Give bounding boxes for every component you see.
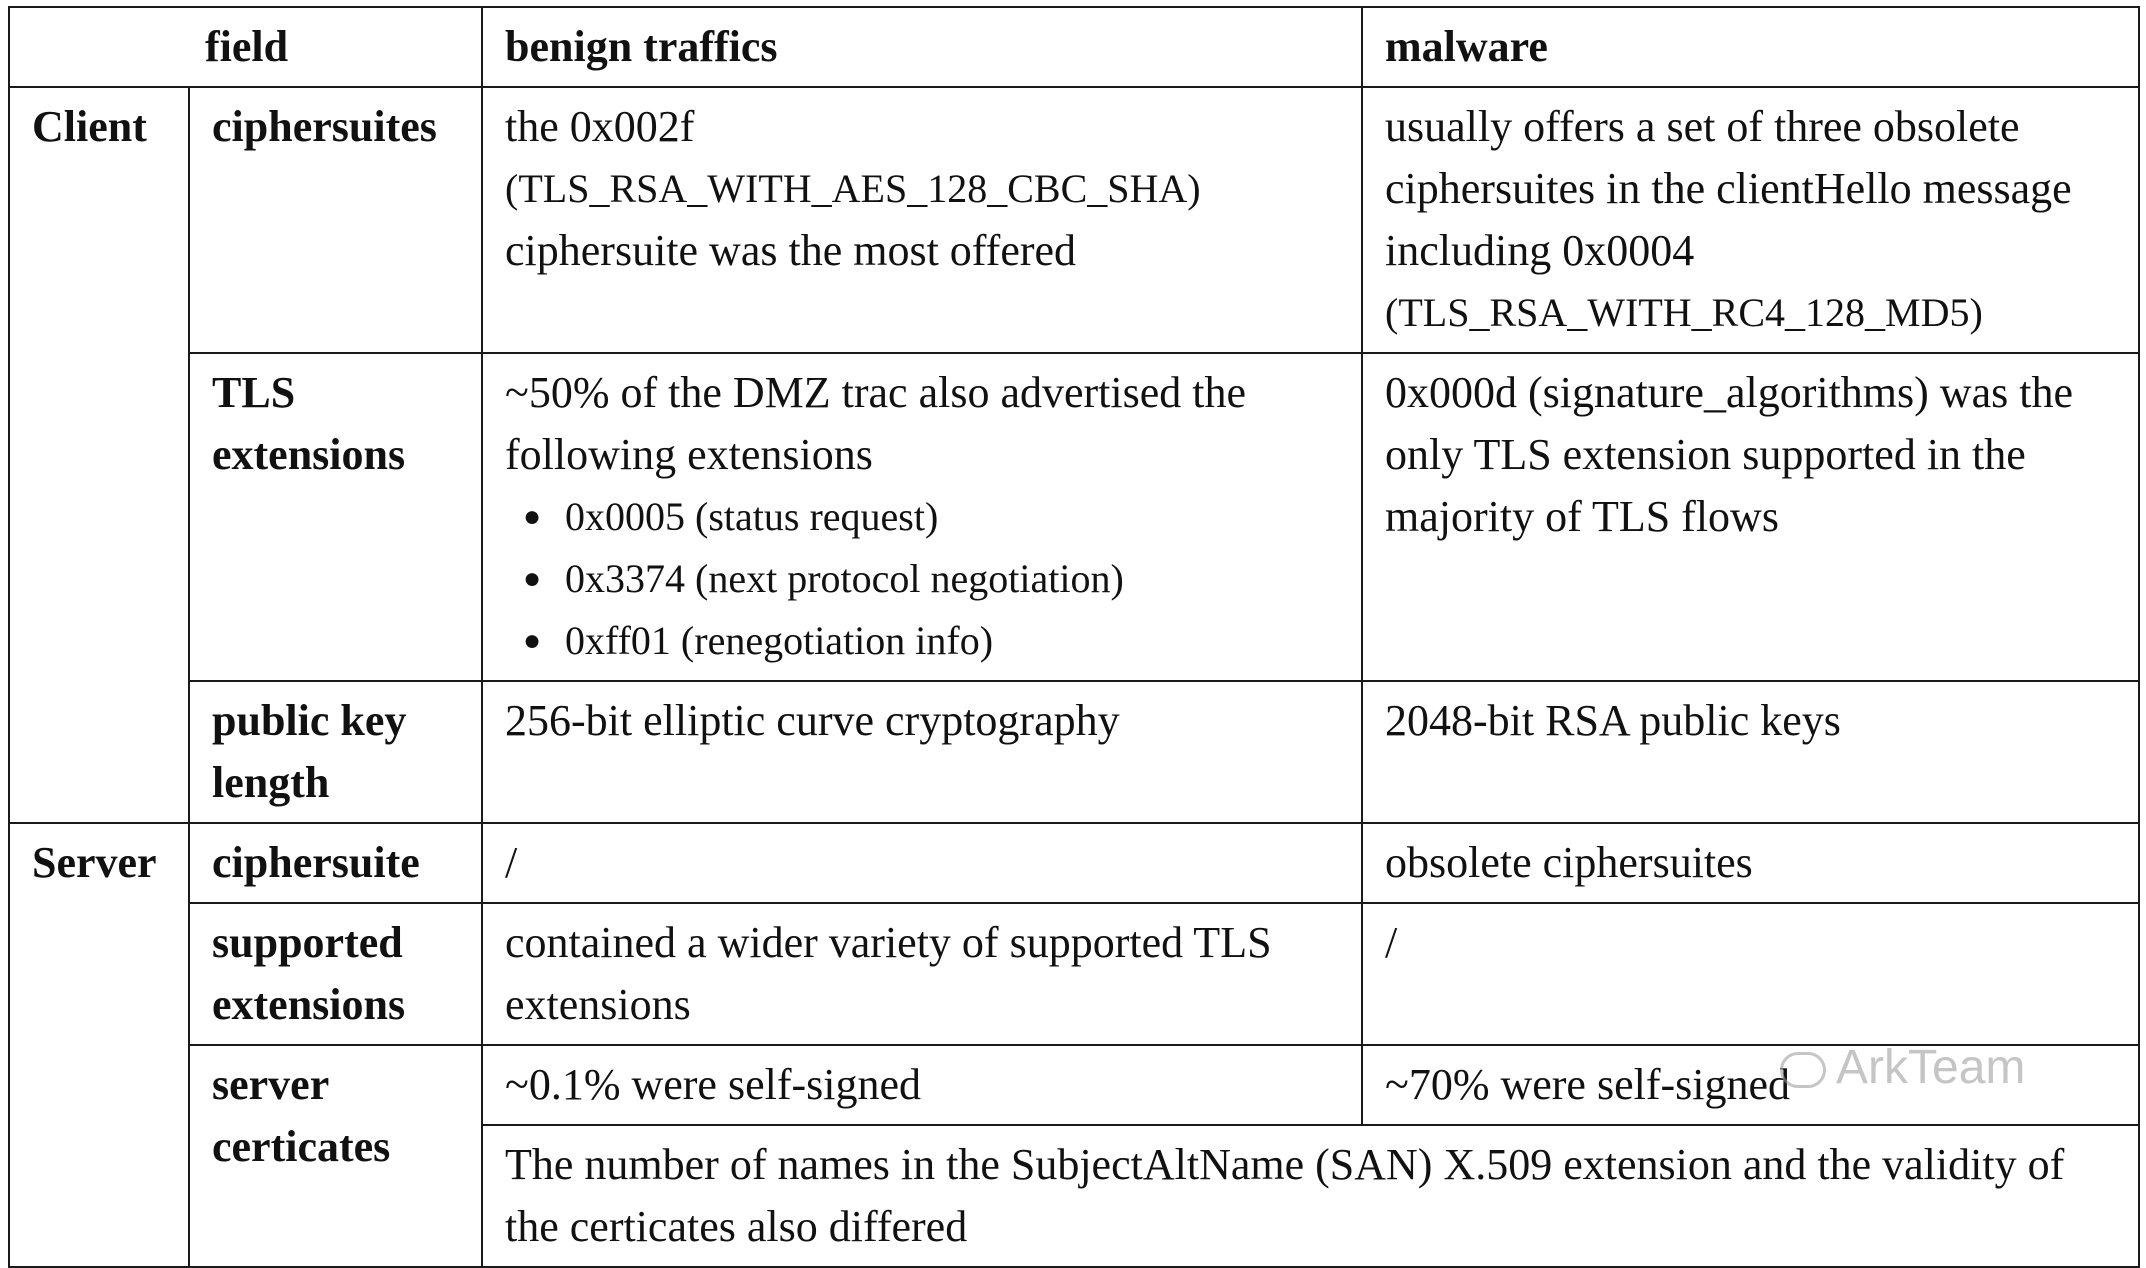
table-row: Client ciphersuites the 0x002f (TLS_RSA_… (8, 86, 2141, 824)
text-line: supported (212, 918, 403, 967)
text-line: the 0x002f (505, 102, 695, 151)
text-line: (TLS_RSA_WITH_RC4_128_MD5) (1385, 290, 1983, 335)
group-client: Client (8, 86, 190, 824)
list-item: ● 0xff01 (renegotiation info) (523, 610, 1341, 672)
text-line: ciphersuite was the most offered (505, 226, 1077, 275)
cell-malware-ciphersuites: usually offers a set of three obsolete c… (1361, 86, 2141, 354)
cell-benign-public-key: 256-bit elliptic curve cryptography (481, 680, 1364, 824)
cell-malware-certificates: ~70% were self-signed (1361, 1044, 2141, 1126)
cell-malware-tls-extensions: 0x000d (signature_algorithms) was the on… (1361, 352, 2141, 682)
list-item: ● 0x0005 (status request) (523, 486, 1341, 548)
field-server-certificates: server certicates (187, 1044, 484, 1268)
cell-malware-ciphersuite: obsolete ciphersuites (1361, 822, 2141, 904)
field-ciphersuites: ciphersuites (187, 86, 484, 354)
text-line: (TLS_RSA_WITH_AES_128_CBC_SHA) (505, 166, 1201, 211)
text-line: extensions (212, 980, 406, 1029)
text-line: length (212, 758, 330, 807)
table-row: Server ciphersuite / obsolete ciphersuit… (8, 822, 2141, 1268)
list-item: ● 0x3374 (next protocol negotiation) (523, 548, 1341, 610)
cell-benign-ciphersuites: the 0x002f (TLS_RSA_WITH_AES_128_CBC_SHA… (481, 86, 1364, 354)
field-supported-extensions: supported extensions (187, 902, 484, 1046)
watermark: ArkTeam (1780, 1040, 2025, 1095)
text-line: ~50% of the DMZ trac also advertised the… (505, 368, 1247, 479)
cell-benign-supported-extensions: contained a wider variety of supported T… (481, 902, 1364, 1046)
extensions-list: ● 0x0005 (status request) ● 0x3374 (next p… (505, 486, 1341, 672)
cell-benign-tls-extensions: ~50% of the DMZ trac also advertised the… (481, 352, 1364, 682)
list-item-text: 0x0005 (status request) (565, 494, 939, 539)
text-line: server (212, 1060, 330, 1109)
watermark-text: ArkTeam (1836, 1041, 2026, 1094)
cell-shared-certificates: The number of names in the SubjectAltNam… (481, 1124, 2141, 1268)
list-item-text: 0x3374 (next protocol negotiation) (565, 556, 1124, 601)
text-line: extensions (212, 430, 406, 479)
bullet-icon: ● (523, 500, 542, 533)
text-line: usually offers a set of three obsolete c… (1385, 102, 2072, 275)
text-line: certicates (212, 1122, 391, 1171)
cell-benign-ciphersuite: / (481, 822, 1364, 904)
list-item-text: 0xff01 (renegotiation info) (565, 618, 994, 663)
cell-malware-supported-extensions: / (1361, 902, 2141, 1046)
tls-comparison-table: field benign traffics malware Client cip… (7, 6, 2141, 1268)
field-ciphersuite: ciphersuite (187, 822, 484, 904)
field-tls-extensions: TLS extensions (187, 352, 484, 682)
cell-malware-public-key: 2048-bit RSA public keys (1361, 680, 2141, 824)
header-malware: malware (1361, 6, 2141, 88)
table-row: supported extensions contained a wider v… (9, 902, 2141, 1046)
field-public-key-length: public key length (187, 680, 484, 824)
table-row: TLS extensions ~50% of the DMZ trac also… (9, 352, 2141, 682)
table-row: public key length 256-bit elliptic curve… (9, 680, 2141, 824)
wechat-logo-icon (1780, 1052, 1826, 1089)
cell-benign-certificates: ~0.1% were self-signed (481, 1044, 1364, 1126)
text-line: TLS (212, 368, 296, 417)
bullet-icon: ● (523, 562, 542, 595)
header-row: field benign traffics malware (7, 6, 2141, 88)
header-field: field (7, 6, 484, 88)
bullet-icon: ● (523, 624, 542, 657)
group-server: Server (8, 822, 190, 1268)
text-line: public key (212, 696, 407, 745)
header-benign: benign traffics (481, 6, 1364, 88)
